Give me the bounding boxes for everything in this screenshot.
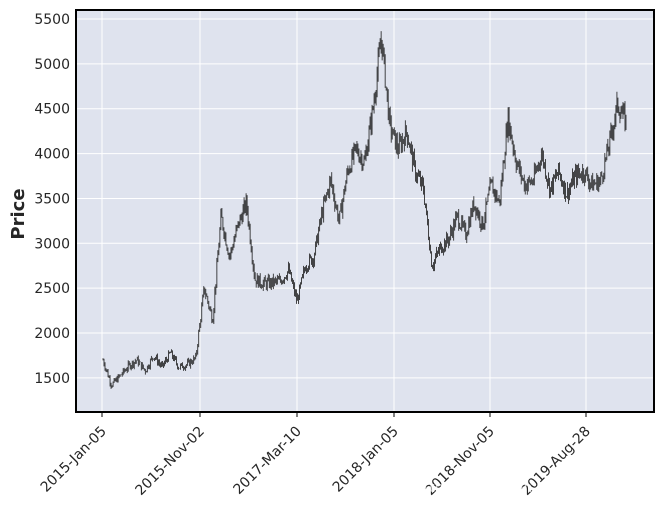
x-tick-label: 2015-Nov-02	[133, 424, 208, 499]
y-tick-labels: 1500 2000 2500 3000 3500 4000 4500 5000 5500	[34, 12, 70, 387]
y-tick-label: 3000	[34, 236, 70, 252]
x-tick-label: 2015-Jan-05	[38, 424, 110, 496]
y-tick-label: 5000	[34, 57, 70, 73]
y-axis-title: Price	[8, 188, 29, 239]
y-tick-label: 2500	[34, 281, 70, 297]
y-tick-label: 5500	[34, 12, 70, 28]
y-tick-label: 2000	[34, 326, 70, 342]
y-tick-label: 1500	[34, 371, 70, 387]
x-tick-label: 2017-Mar-10	[231, 424, 305, 498]
x-tick-label: 2018-Jan-05	[330, 424, 402, 496]
watermark-text: https://blog.csdn.net/x358165717	[415, 480, 653, 496]
y-tick-label: 4000	[34, 147, 70, 163]
price-bars	[102, 31, 627, 389]
y-tick-label: 4500	[34, 102, 70, 118]
plot-frame	[75, 9, 655, 413]
y-tick-label: 3500	[34, 191, 70, 207]
plot-background	[76, 10, 654, 412]
